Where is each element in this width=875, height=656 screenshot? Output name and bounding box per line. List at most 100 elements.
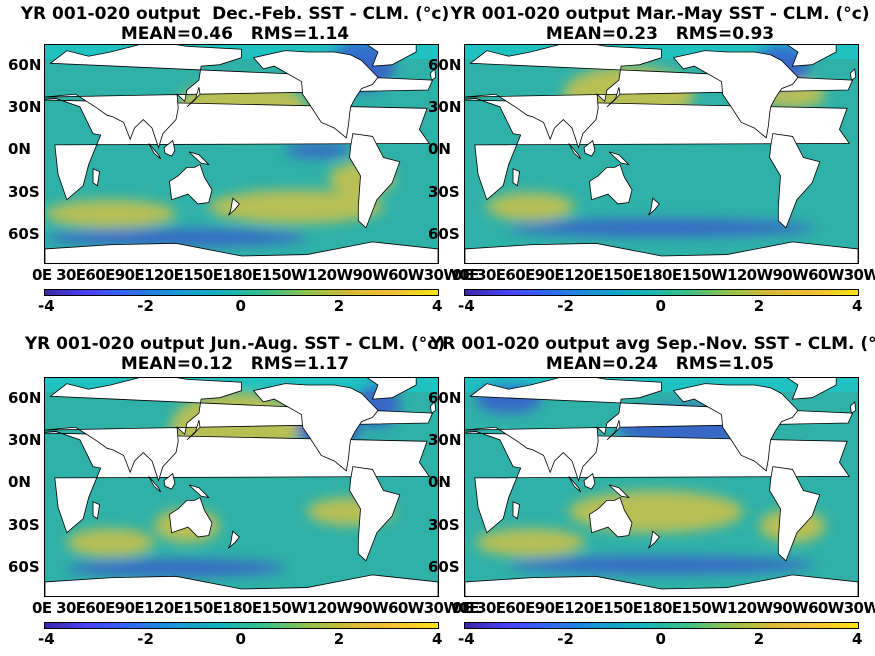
land-mass — [186, 420, 201, 441]
colorbar-tick-label: -2 — [137, 297, 154, 315]
sst-anomaly-map — [464, 377, 859, 597]
lat-tick-label: 60S — [8, 224, 40, 243]
land-mass — [45, 378, 434, 482]
land-mass — [849, 401, 857, 414]
land-mass — [148, 143, 162, 160]
land-mass — [465, 45, 854, 149]
land-mass — [163, 139, 176, 157]
lat-tick-label: 60N — [8, 389, 42, 408]
lat-tick-label: 30N — [428, 98, 462, 117]
land-mass — [186, 87, 201, 108]
colorbar — [464, 622, 859, 629]
warm-anomaly — [66, 528, 155, 557]
sst-anomaly-map — [44, 44, 439, 264]
land-mass — [45, 45, 434, 149]
land-mass — [568, 143, 582, 160]
colorbar — [464, 289, 859, 296]
land-mass — [589, 496, 633, 538]
land-mass — [349, 133, 401, 229]
land-mass — [606, 87, 621, 108]
colorbar-tick-label: 4 — [432, 630, 443, 648]
land-mass — [429, 401, 437, 414]
colorbar-tick-label: 0 — [655, 297, 666, 315]
colorbar-tick-label: 0 — [235, 630, 246, 648]
land-mass — [648, 197, 660, 216]
lat-tick-label: 60S — [8, 557, 40, 576]
land-mass — [672, 50, 799, 139]
land-mass — [769, 466, 821, 562]
warm-anomaly — [45, 199, 176, 228]
land-mass — [769, 133, 821, 229]
panel-stats: MEAN=0.46 RMS=1.14 — [120, 24, 350, 44]
lat-tick-label: 30N — [8, 98, 42, 117]
land-mass — [512, 168, 521, 187]
lat-tick-label: 30N — [428, 431, 462, 450]
land-mass — [465, 241, 858, 263]
lat-tick-label: 0N — [8, 473, 31, 492]
land-mass — [465, 378, 854, 482]
colorbar-tick-label: 0 — [655, 630, 666, 648]
land-mass — [672, 383, 799, 472]
colorbar-tick-label: 4 — [852, 630, 863, 648]
colorbar — [44, 622, 439, 629]
colorbar-tick-label: 2 — [333, 630, 345, 648]
panel-stats: MEAN=0.12 RMS=1.17 — [120, 354, 350, 374]
colorbar-tick-label: 2 — [753, 630, 765, 648]
land-mass — [583, 139, 596, 157]
lat-tick-label: 30S — [428, 515, 460, 534]
lat-tick-label: 60S — [428, 557, 460, 576]
lat-tick-label: 0N — [428, 140, 451, 159]
land-mass — [188, 151, 210, 166]
lon-tick-labels: 0E 30E60E90E120E150E180E150W120W90W60W30… — [452, 599, 875, 617]
land-mass — [648, 530, 660, 549]
colorbar-tick-label: 2 — [333, 297, 345, 315]
land-mass — [349, 466, 401, 562]
lat-tick-label: 60N — [8, 56, 42, 75]
panel-title: YR 001-020 output Dec.-Feb. SST - CLM. (… — [20, 4, 450, 24]
land-mass — [92, 168, 101, 187]
lon-tick-labels: 0E 30E60E90E120E150E180E150W120W90W60W30… — [32, 599, 479, 617]
colorbar-tick-label: -4 — [38, 297, 55, 315]
land-mass — [583, 472, 596, 490]
warm-anomaly — [486, 192, 575, 221]
land-mass — [163, 472, 176, 490]
land-mass — [367, 45, 417, 67]
cold-anomaly — [285, 143, 351, 158]
colorbar-tick-label: 4 — [852, 297, 863, 315]
land-mass — [429, 68, 437, 81]
land-mass — [608, 151, 630, 166]
panel-stats: MEAN=0.23 RMS=0.93 — [545, 24, 775, 44]
land-mass — [849, 68, 857, 81]
panel-stats: MEAN=0.24 RMS=1.05 — [545, 354, 775, 374]
lat-tick-label: 30S — [8, 515, 40, 534]
lon-tick-labels: 0E 30E60E90E120E150E180E150W120W90W60W30… — [452, 266, 875, 284]
lon-tick-labels: 0E 30E60E90E120E150E180E150W120W90W60W30… — [32, 266, 479, 284]
lat-tick-label: 30S — [428, 182, 460, 201]
panel-title: YR 001-020 output Mar.-May SST - CLM. (°… — [450, 4, 870, 24]
warm-anomaly — [208, 189, 384, 224]
land-mass — [606, 420, 621, 441]
cold-anomaly — [508, 219, 815, 237]
lat-tick-label: 0N — [8, 140, 31, 159]
land-mass — [169, 163, 213, 205]
land-mass — [589, 163, 633, 205]
land-mass — [45, 241, 438, 263]
lat-tick-label: 60N — [428, 56, 462, 75]
colorbar-tick-label: -4 — [458, 630, 475, 648]
lat-tick-label: 60N — [428, 389, 462, 408]
land-mass — [787, 378, 837, 400]
land-mass — [228, 197, 240, 216]
land-mass — [787, 45, 837, 67]
land-mass — [512, 501, 521, 520]
colorbar-tick-label: -2 — [137, 630, 154, 648]
land-mass — [228, 530, 240, 549]
land-mass — [92, 501, 101, 520]
land-mass — [148, 476, 162, 493]
land-mass — [608, 484, 630, 499]
colorbar-tick-label: 0 — [235, 297, 246, 315]
colorbar-tick-label: -4 — [38, 630, 55, 648]
panel-title: YR 001-020 output avg Sep.-Nov. SST - CL… — [430, 334, 875, 354]
colorbar-tick-label: 4 — [432, 297, 443, 315]
lat-tick-label: 60S — [428, 224, 460, 243]
colorbar — [44, 289, 439, 296]
